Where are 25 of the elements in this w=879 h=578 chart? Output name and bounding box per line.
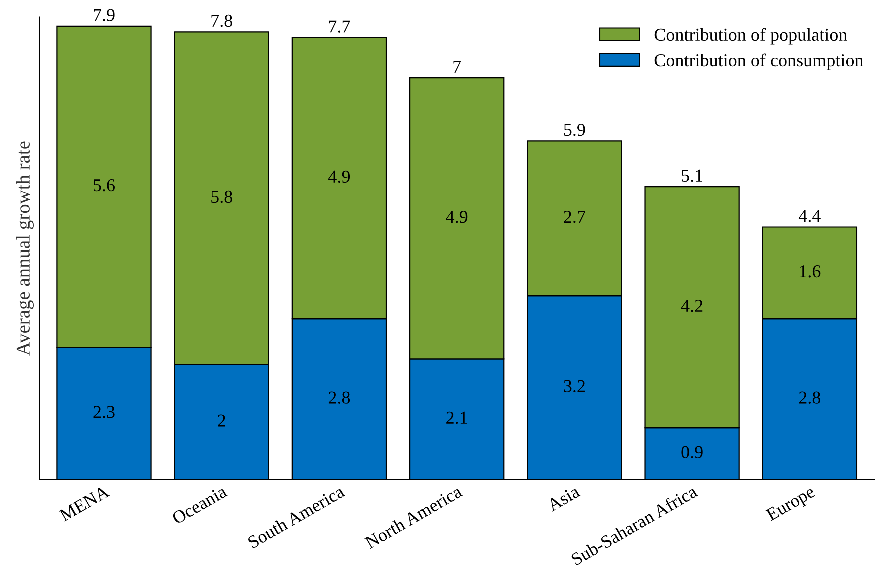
legend-label: Contribution of population (654, 28, 848, 45)
legend-label: Contribution of consumption (654, 54, 864, 70)
total-label: 7 (454, 60, 462, 73)
total-label: 4.4 (798, 210, 821, 222)
data-label: 2.8 (328, 392, 350, 404)
data-label: 5.6 (94, 179, 115, 192)
data-label: 4.9 (446, 211, 468, 224)
data-label: 5.8 (212, 190, 232, 204)
total-label: 5.9 (564, 124, 586, 136)
total-label: 5.1 (682, 170, 703, 182)
total-label: 7.7 (329, 20, 350, 33)
data-label: 2.7 (564, 211, 586, 224)
data-label: 4.9 (328, 170, 350, 184)
data-label: 2 (218, 414, 226, 427)
data-label: 0.9 (682, 446, 703, 459)
data-label: 2.3 (94, 406, 115, 418)
data-label: 2.8 (799, 392, 821, 404)
total-label: 7.8 (212, 14, 232, 28)
data-label: 4.2 (681, 300, 703, 312)
data-label: 3.2 (564, 380, 585, 393)
y-axis-title: Average annual growth rate (16, 142, 34, 356)
x-tick-label: Asia (546, 485, 581, 512)
data-label: 2.1 (446, 412, 468, 424)
total-label: 7.9 (94, 9, 115, 22)
data-label: 1.6 (800, 266, 821, 278)
